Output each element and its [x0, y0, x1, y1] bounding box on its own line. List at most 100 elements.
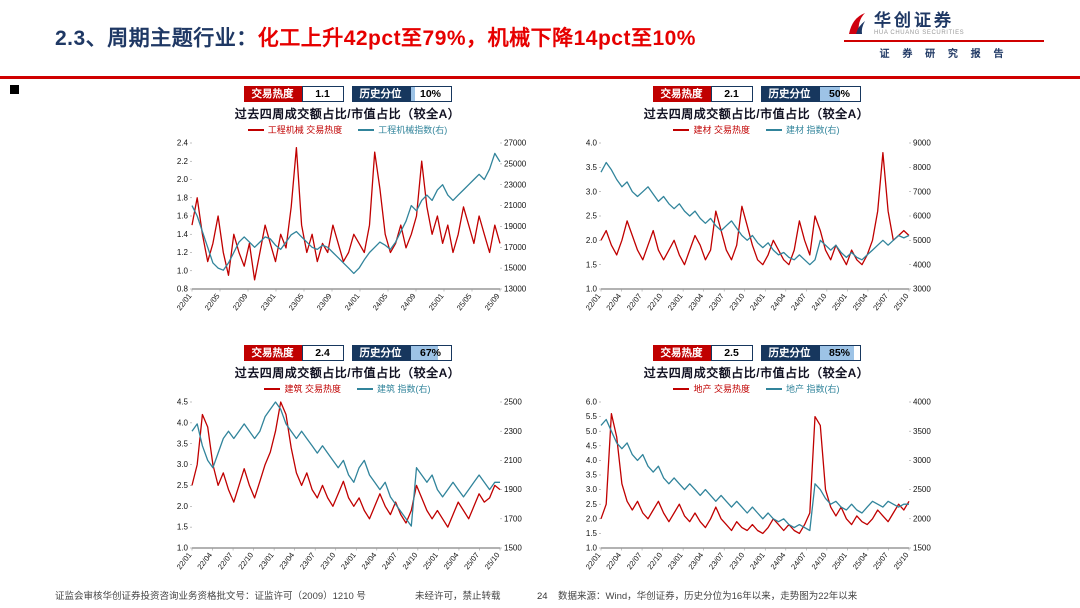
legend-label: 建筑 指数(右)	[377, 384, 431, 394]
chart-title: 过去四周成交额占比/市值占比（较全A）	[643, 366, 870, 380]
svg-text:1.0: 1.0	[177, 266, 189, 275]
svg-text:4.0: 4.0	[586, 139, 598, 148]
legend-item-index: 工程机械指数(右)	[358, 124, 447, 136]
chart-legend: 地产 交易热度 地产 指数(右)	[559, 383, 954, 395]
svg-text:22/10: 22/10	[645, 292, 664, 313]
chart-panel-3: 交易热度 2.4 历史分位 67% 过去四周成交额占比/市值占比（较全A） 建筑 交易热度…	[150, 345, 545, 598]
footer-license-text: 证监会审核华创证券投资咨询业务资格批文号：证监许可（2009）1210 号	[55, 591, 366, 602]
legend-item-heat: 工程机械 交易热度	[247, 124, 343, 136]
svg-text:3.0: 3.0	[177, 460, 189, 469]
svg-text:22/01: 22/01	[175, 551, 194, 572]
svg-text:22/09: 22/09	[231, 292, 250, 313]
svg-text:4.0: 4.0	[586, 456, 598, 465]
svg-text:23/01: 23/01	[666, 551, 685, 572]
legend-item-index: 地产 指数(右)	[766, 383, 840, 395]
charts-grid: 交易热度 1.1 历史分位 10% 过去四周成交额占比/市值占比（较全A） 工程机械 交易…	[150, 86, 954, 598]
line-chart: 1.0 1.5 2.0 2.5 3.0 3.5 4.0 4.5 5.0 5.5 6.0 1500 200…	[584, 398, 932, 572]
percentile-badge-label: 历史分位	[760, 86, 819, 102]
svg-text:23/10: 23/10	[728, 292, 747, 313]
svg-text:1.0: 1.0	[177, 544, 189, 553]
svg-text:1.5: 1.5	[177, 523, 189, 532]
svg-text:19000: 19000	[504, 222, 527, 231]
svg-text:23/04: 23/04	[277, 551, 296, 572]
svg-text:5.5: 5.5	[586, 412, 598, 421]
legend-item-heat: 建材 交易热度	[673, 124, 750, 136]
heat-badge-label: 交易热度	[243, 345, 302, 361]
header-rule	[0, 76, 1080, 79]
svg-text:8000: 8000	[913, 163, 931, 172]
svg-text:4.5: 4.5	[177, 398, 189, 407]
svg-text:24/01: 24/01	[748, 292, 767, 313]
svg-text:22/01: 22/01	[584, 551, 603, 572]
svg-text:2000: 2000	[913, 514, 931, 523]
svg-text:25/09: 25/09	[483, 292, 502, 313]
svg-text:25/10: 25/10	[892, 292, 911, 313]
legend-line-swatch	[673, 128, 690, 131]
svg-text:23/07: 23/07	[298, 551, 317, 572]
page-title-prefix: 2.3、周期主题行业：	[55, 27, 258, 50]
percentile-badge-value: 10%	[409, 86, 452, 102]
line-chart: 0.8 1.0 1.2 1.4 1.6 1.8 2.0 2.2 2.4 13000 15000 170…	[175, 139, 527, 313]
svg-text:24/01: 24/01	[343, 292, 362, 313]
badge-row: 交易热度 2.4 历史分位 67%	[150, 345, 545, 361]
svg-text:22/07: 22/07	[216, 551, 235, 572]
svg-text:25/10: 25/10	[483, 551, 502, 572]
page-number: 24	[537, 591, 548, 602]
svg-text:24/09: 24/09	[399, 292, 418, 313]
svg-text:25000: 25000	[504, 159, 527, 168]
svg-text:0.8: 0.8	[177, 285, 189, 294]
heat-badge-value: 2.5	[710, 345, 753, 361]
svg-text:1.4: 1.4	[177, 230, 189, 239]
percentile-badge-value: 85%	[818, 345, 861, 361]
svg-text:24/10: 24/10	[401, 551, 420, 572]
footer-source-text: 数据来源：Wind，华创证券，历史分位为16年以来，走势图为22年以来	[558, 591, 858, 602]
legend-label: 建材 交易热度	[693, 125, 750, 135]
legend-label: 工程机械 交易热度	[267, 125, 343, 135]
svg-text:24/10: 24/10	[810, 292, 829, 313]
svg-text:24/07: 24/07	[789, 292, 808, 313]
svg-text:2500: 2500	[913, 485, 931, 494]
svg-text:6.0: 6.0	[586, 398, 598, 407]
svg-text:9000: 9000	[913, 139, 931, 148]
page-title: 2.3、周期主题行业：化工上升42pct至79%，机械下降14pct至10%	[55, 12, 696, 52]
svg-text:2.5: 2.5	[177, 481, 189, 490]
svg-text:1.0: 1.0	[586, 285, 598, 294]
svg-text:3000: 3000	[913, 285, 931, 294]
svg-text:24/07: 24/07	[380, 551, 399, 572]
svg-text:2.2: 2.2	[177, 157, 189, 166]
legend-line-swatch	[264, 387, 281, 390]
chart-title: 过去四周成交额占比/市值占比（较全A）	[643, 107, 870, 121]
svg-text:22/10: 22/10	[645, 551, 664, 572]
svg-text:23/09: 23/09	[315, 292, 334, 313]
svg-text:22/01: 22/01	[175, 292, 194, 313]
chart-title: 过去四周成交额占比/市值占比（较全A）	[234, 366, 461, 380]
svg-text:23/01: 23/01	[666, 292, 685, 313]
badge-row: 交易热度 2.5 历史分位 85%	[559, 345, 954, 361]
heat-badge-label: 交易热度	[243, 86, 302, 102]
svg-text:23/04: 23/04	[686, 292, 705, 313]
legend-item-heat: 建筑 交易热度	[264, 383, 341, 395]
line-chart: 1.0 1.5 2.0 2.5 3.0 3.5 4.0 4.5 1500 1700 1900 2100…	[175, 398, 523, 572]
svg-text:4000: 4000	[913, 398, 931, 407]
heat-badge-value: 1.1	[301, 86, 344, 102]
svg-text:23/01: 23/01	[257, 551, 276, 572]
svg-text:3500: 3500	[913, 427, 931, 436]
svg-text:23/04: 23/04	[686, 551, 705, 572]
svg-text:1500: 1500	[913, 544, 931, 553]
percentile-badge-label: 历史分位	[760, 345, 819, 361]
svg-text:4.0: 4.0	[177, 418, 189, 427]
svg-text:25/01: 25/01	[830, 292, 849, 313]
brand-name-cn: 华创证券	[874, 11, 954, 31]
svg-text:24/04: 24/04	[769, 551, 788, 572]
svg-text:24/04: 24/04	[769, 292, 788, 313]
svg-text:23/07: 23/07	[707, 292, 726, 313]
header: 2.3、周期主题行业：化工上升42pct至79%，机械下降14pct至10% 华…	[55, 12, 1044, 60]
svg-text:23/01: 23/01	[259, 292, 278, 313]
svg-text:3.5: 3.5	[177, 439, 189, 448]
percentile-badge-label: 历史分位	[351, 345, 410, 361]
legend-line-swatch	[247, 128, 264, 131]
svg-text:23/05: 23/05	[287, 292, 306, 313]
svg-text:2100: 2100	[504, 456, 522, 465]
svg-text:24/04: 24/04	[360, 551, 379, 572]
brand-name-en: HUA CHUANG SECURITIES	[874, 29, 965, 36]
